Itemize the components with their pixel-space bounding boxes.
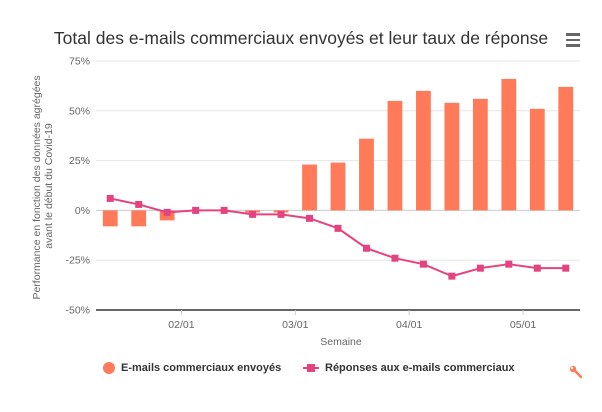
bar-emails-sent (529, 108, 545, 211)
legend-label: E-mails commerciaux envoyés (121, 362, 282, 374)
x-tick-label: 04/01 (396, 319, 422, 331)
bar-emails-sent (472, 98, 488, 211)
point-replies (476, 264, 484, 272)
bar-emails-sent (387, 100, 403, 211)
legend-item-replies[interactable]: Réponses aux e-mails commerciaux (303, 362, 515, 374)
y-tick-label: -50% (65, 305, 90, 317)
point-replies (391, 254, 399, 262)
point-replies (249, 210, 257, 218)
point-replies (533, 264, 541, 272)
bar-emails-sent (444, 102, 460, 211)
y-tick-label: 0% (75, 205, 90, 217)
legend-marker-bar (103, 362, 115, 374)
chart-plot: 75% 50% 25% 0% -25% -50% 02/01 03/01 04/01 05/01… (31, 56, 580, 348)
bar-emails-sent (416, 90, 431, 211)
y-tick-label: 25% (69, 155, 90, 167)
bar-emails-sent (131, 210, 147, 227)
y-tick-label: 50% (69, 105, 90, 117)
point-replies (306, 214, 314, 222)
wrench-icon[interactable] (569, 365, 583, 379)
y-axis-title-line-1: Performance en fonction des données agré… (31, 75, 43, 299)
y-axis-title: Performance en fonction des données agré… (31, 72, 55, 299)
context-menu-icon[interactable] (566, 33, 580, 49)
bar-emails-sent (102, 210, 118, 227)
bar-emails-sent (359, 138, 374, 211)
point-replies (419, 260, 427, 268)
point-replies (192, 206, 200, 214)
chart-title: Total des e-mails commerciaux envoyés et… (53, 28, 549, 48)
point-replies (220, 206, 228, 214)
point-replies (135, 200, 143, 208)
point-replies (106, 194, 114, 202)
x-tick-label: 05/01 (510, 319, 536, 331)
legend-item-emails-sent[interactable]: E-mails commerciaux envoyés (103, 362, 281, 374)
y-axis-title-line-2: avant le début du Covid-19 (43, 123, 55, 249)
y-tick-label: -25% (65, 255, 90, 267)
bar-emails-sent (558, 86, 574, 211)
point-replies (362, 244, 370, 252)
legend-label: Réponses aux e-mails commerciaux (325, 362, 515, 374)
legend-marker-line (303, 364, 319, 372)
bar-emails-sent (501, 78, 517, 211)
point-replies (163, 208, 171, 216)
x-tick-label: 03/01 (282, 319, 308, 331)
point-replies (334, 224, 342, 232)
y-tick-label: 75% (69, 56, 90, 68)
x-tick-label: 02/01 (168, 319, 194, 331)
bar-emails-sent (330, 162, 346, 211)
legend: E-mails commerciaux envoyés Réponses aux… (0, 362, 602, 382)
bar-emails-sent (302, 164, 317, 211)
point-replies (505, 260, 513, 268)
x-axis-title: Semaine (320, 336, 362, 348)
point-replies (448, 272, 456, 280)
point-replies (562, 264, 570, 272)
point-replies (277, 210, 285, 218)
